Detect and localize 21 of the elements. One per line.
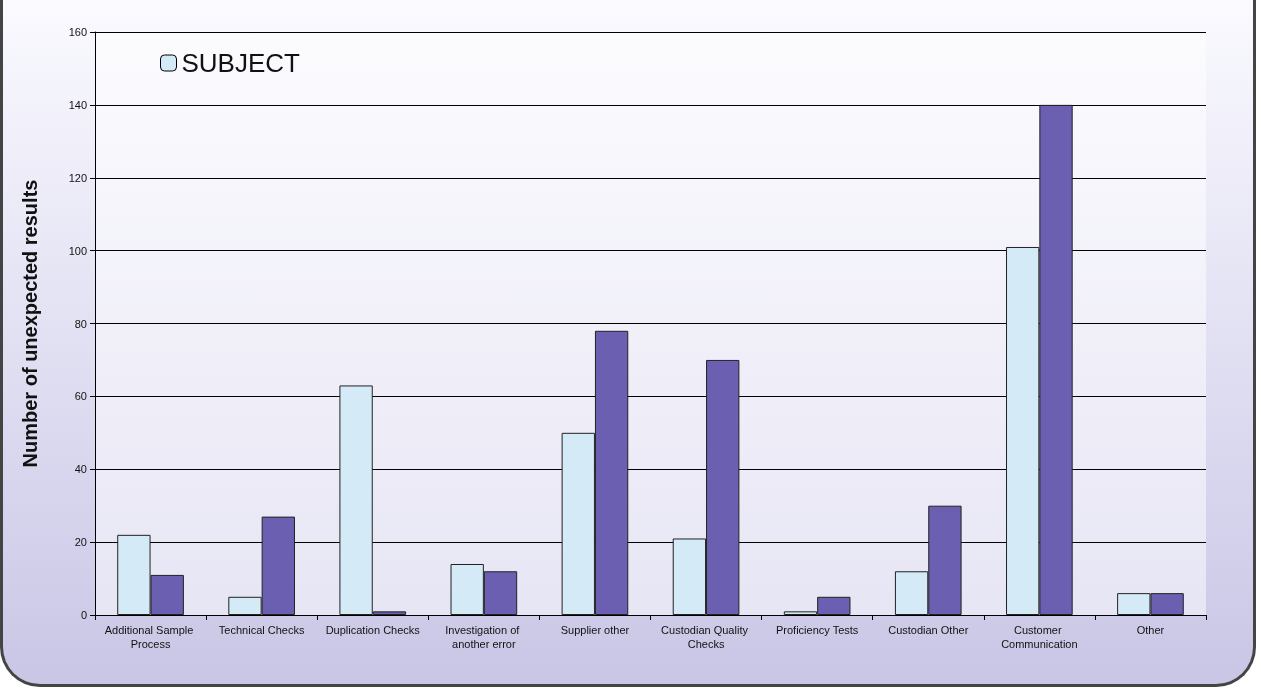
x-tick-label: Investigation of another error: [445, 624, 523, 650]
y-tick-label: 160: [68, 26, 87, 38]
y-tick-label: 80: [74, 317, 87, 330]
y-tick-label: 120: [68, 171, 87, 184]
x-tick-label: Additional Sample Process: [104, 624, 197, 650]
x-tick-label: Customer Communication: [1001, 624, 1078, 650]
y-tick-label: 60: [74, 390, 87, 403]
y-tick-label: 140: [68, 98, 87, 111]
legend-label: SUBJECT: [181, 48, 301, 78]
y-tick-label: 0: [80, 609, 87, 621]
x-tick-label: Supplier other: [560, 624, 630, 636]
y-axis-title: Number of unexpected results: [19, 179, 41, 468]
x-tick-label: Custodian Quality Checks: [661, 624, 751, 650]
y-tick-label: 40: [74, 463, 87, 476]
x-tick-label: Proficiency Tests: [775, 624, 859, 636]
x-tick-label: Duplication Checks: [325, 624, 421, 636]
x-tick-label: Technical Checks: [218, 624, 305, 636]
x-tick-label: Custodian Other: [888, 624, 969, 636]
x-tick-label: Other: [1136, 624, 1165, 636]
y-tick-label: 20: [74, 536, 87, 549]
y-tick-label: 100: [68, 244, 87, 257]
